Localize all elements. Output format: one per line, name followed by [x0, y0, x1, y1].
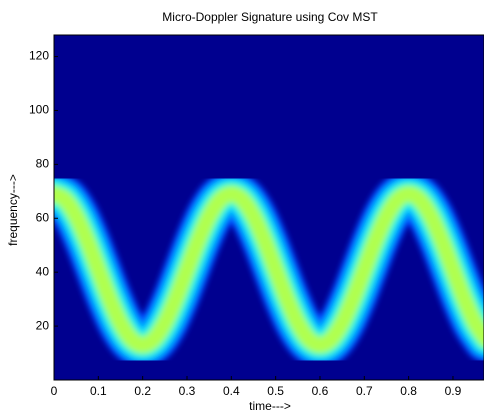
x-tick-label: 0.9 [445, 384, 462, 398]
y-tick-label: 80 [36, 157, 50, 171]
x-tick-label: 0.8 [400, 384, 417, 398]
y-axis-label: frequency---> [6, 174, 20, 246]
chart-title: Micro-Doppler Signature using Cov MST [162, 10, 378, 24]
x-tick-label: 0 [51, 384, 58, 398]
x-tick-label: 0.6 [312, 384, 329, 398]
x-tick-label: 0.5 [267, 384, 284, 398]
signature-ridge [54, 186, 484, 353]
x-tick-label: 0.3 [179, 384, 196, 398]
plot-frame [53, 34, 484, 381]
signature-band [54, 171, 484, 368]
y-tick-label: 120 [29, 49, 49, 63]
x-axis-label: time---> [249, 399, 291, 413]
y-tick-label: 100 [29, 103, 49, 117]
y-tick-label: 20 [36, 318, 50, 332]
y-tick-label: 40 [36, 264, 50, 278]
x-tick-label: 0.1 [90, 384, 107, 398]
x-tick-label: 0.7 [356, 384, 373, 398]
x-tick-label: 0.2 [134, 384, 151, 398]
y-tick-label: 60 [36, 210, 50, 224]
x-tick-label: 0.4 [223, 384, 240, 398]
